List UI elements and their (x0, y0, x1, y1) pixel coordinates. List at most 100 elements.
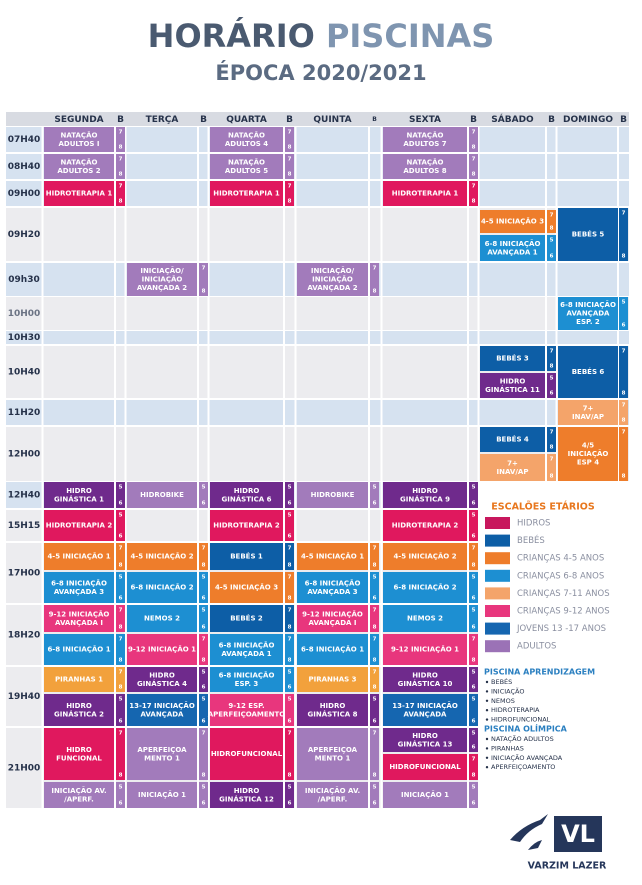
pool-item: HIDROTERAPIA (491, 706, 540, 714)
legend-swatch (485, 587, 510, 600)
legend-swatch (485, 622, 510, 635)
b-label: 8 (119, 658, 123, 664)
session-block (383, 634, 467, 665)
session-block (297, 728, 368, 780)
subtitle: ÉPOCA 2020/2021 (215, 60, 426, 85)
title-part: HORÁRIO (148, 17, 315, 55)
session-label: 7+ (507, 459, 518, 467)
b-label: 5 (202, 608, 206, 614)
b-label: 8 (202, 563, 206, 569)
session-label: HIDROBIKE (140, 491, 184, 499)
legend-swatch (485, 552, 510, 565)
session-label: AVANÇADA 3 (307, 588, 357, 596)
session-label: 4-5 INICIAÇÃO 2 (393, 552, 456, 561)
legend-label: CRIANÇAS 4-5 ANOS (517, 554, 604, 564)
b-label: 8 (373, 658, 377, 664)
session-label: 9-12 INICIAÇÃO (302, 609, 363, 618)
session-block (127, 572, 197, 603)
session-label: INICIAÇÃO 1 (401, 790, 449, 799)
b-label: 5 (373, 485, 377, 491)
session-label: MENTO 1 (144, 754, 180, 762)
session-block (210, 572, 283, 603)
session-label: INICIAÇÃO/ (311, 266, 355, 275)
session-label: GINÁSTICA 8 (308, 709, 358, 718)
bullet (485, 680, 489, 684)
b-label: 7 (288, 731, 292, 737)
time-label: 10H00 (8, 309, 41, 319)
session-block (383, 605, 467, 632)
session-block (210, 667, 283, 692)
b-block (547, 346, 556, 371)
b-label: 5 (622, 300, 626, 306)
b-block (547, 454, 556, 481)
session-block (558, 297, 618, 330)
b-block (199, 694, 208, 726)
session-block (480, 427, 545, 452)
session-label: APERFEIÇOA (308, 746, 358, 754)
legend-swatch (485, 517, 510, 529)
time-label: 10H30 (8, 333, 41, 343)
b-label: 7 (373, 670, 377, 676)
legend-swatch (485, 605, 510, 617)
b-block (199, 782, 208, 808)
b-block (469, 728, 478, 752)
session-block (210, 694, 283, 726)
session-block (558, 346, 618, 398)
day-header: SEXTA (409, 115, 441, 125)
b-label: 6 (288, 501, 292, 507)
session-block (127, 728, 197, 780)
b-label: 6 (373, 801, 377, 807)
b-block (370, 694, 379, 726)
session-label: BEBÉS 1 (230, 552, 263, 561)
session-label: HIDRO (412, 732, 438, 740)
b-label: 5 (119, 785, 123, 791)
b-block (285, 510, 294, 541)
b-label: 7 (202, 546, 206, 552)
b-label: 5 (472, 608, 476, 614)
b-block (370, 543, 379, 570)
time-label: 15H15 (8, 521, 41, 531)
session-block (44, 181, 114, 206)
session-block (558, 208, 618, 261)
session-label: GINÁSTICA 4 (137, 679, 187, 688)
session-label: INICIAÇÃO/ (140, 266, 184, 275)
session-block (44, 543, 114, 570)
b-block (285, 482, 294, 508)
b-label: 5 (472, 513, 476, 519)
b-block (370, 728, 379, 780)
b-label: 7 (472, 130, 476, 136)
b-label: 8 (550, 364, 554, 370)
b-label: 6 (550, 254, 554, 260)
b-label: 8 (373, 685, 377, 691)
b-block (199, 667, 208, 692)
b-label: 7 (550, 457, 554, 463)
b-label: 6 (202, 501, 206, 507)
time-label: 10H40 (8, 368, 41, 378)
b-label: 8 (288, 625, 292, 631)
time-label: 08H40 (8, 162, 41, 172)
b-block (547, 373, 556, 398)
logo (510, 814, 602, 852)
b-label: 8 (288, 596, 292, 602)
session-block (480, 454, 545, 481)
b-label: 8 (472, 563, 476, 569)
legend-label: JOVENS 13 -17 ANOS (516, 624, 606, 634)
b-block (469, 605, 478, 632)
b-label: 5 (202, 575, 206, 581)
session-label: /APERF. (64, 795, 94, 803)
b-label: 7 (202, 637, 206, 643)
day-header: DOMINGO (563, 115, 613, 125)
brand-name: VARZIM LAZER (528, 861, 607, 872)
session-block (297, 543, 368, 570)
legend-swatch (485, 534, 510, 547)
session-label: AVANÇADA 1 (487, 248, 537, 256)
session-label: HIDROTERAPIA 2 (213, 522, 280, 530)
session-block (383, 181, 467, 206)
session-label: HIDROTERAPIA 1 (213, 190, 280, 198)
b-label: 5 (472, 485, 476, 491)
b-block (116, 510, 125, 541)
b-label: 7 (622, 349, 626, 355)
b-label: 8 (373, 625, 377, 631)
session-label: /APERF. (318, 795, 348, 803)
b-label: 5 (119, 697, 123, 703)
